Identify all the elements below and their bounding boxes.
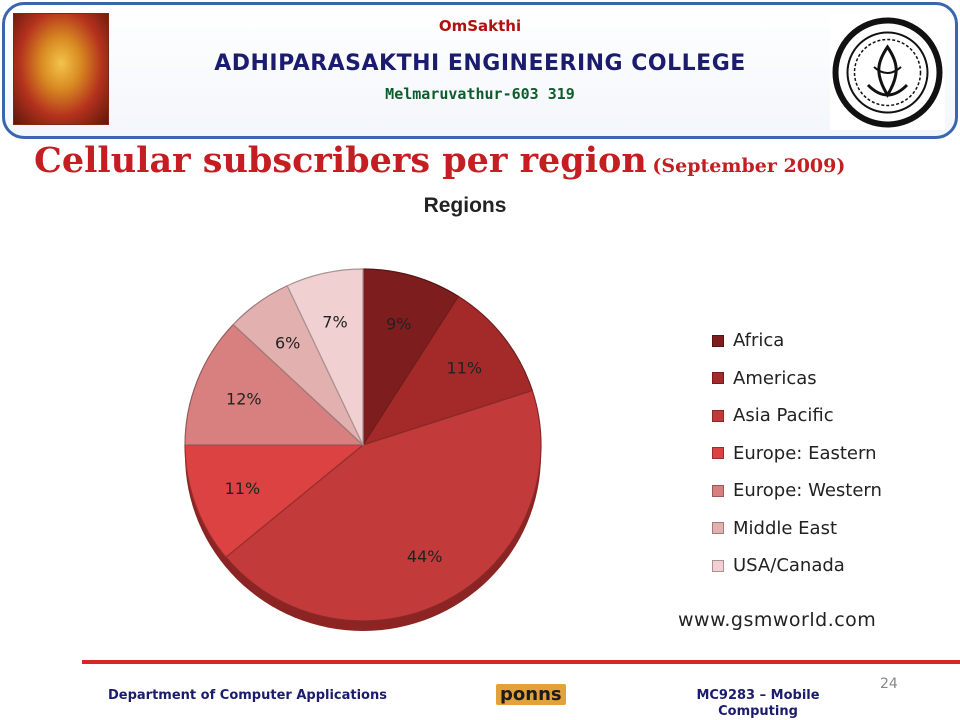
slide-title-date: (September 2009) bbox=[652, 155, 846, 177]
om-sakthi-text: OmSakthi bbox=[438, 17, 522, 35]
legend-label: USA/Canada bbox=[733, 555, 845, 577]
pie-slice-asia-pacific bbox=[224, 389, 542, 622]
page-number: 24 bbox=[880, 676, 898, 692]
college-seal-icon bbox=[830, 15, 945, 130]
legend-item-africa: Africa bbox=[712, 322, 932, 360]
college-location: Melmaruvathur-603 319 bbox=[385, 85, 575, 103]
slide-title-main: Cellular subscribers per region bbox=[34, 140, 647, 181]
legend-label: Europe: Eastern bbox=[733, 442, 877, 464]
legend-swatch bbox=[712, 484, 724, 497]
legend-label: Asia Pacific bbox=[733, 405, 834, 427]
legend-label: Middle East bbox=[733, 517, 838, 539]
legend-item-europe-western: Europe: Western bbox=[712, 472, 932, 510]
pie-slice-europe-western bbox=[184, 323, 365, 446]
legend-swatch bbox=[712, 559, 724, 572]
legend-label: Africa bbox=[733, 330, 785, 352]
legend-swatch bbox=[712, 334, 724, 347]
pie-slice-africa bbox=[362, 268, 460, 448]
pie-label-usa-canada: 7% bbox=[322, 312, 347, 331]
pie-label-americas: 11% bbox=[447, 358, 483, 377]
legend-item-middle-east: Middle East bbox=[712, 510, 932, 548]
chart-title: Regions bbox=[423, 194, 507, 217]
footer-department: Department of Computer Applications bbox=[108, 688, 387, 703]
pie-slice-americas bbox=[361, 295, 534, 447]
college-header: OmSakthi ADHIPARASAKTHI ENGINEERING COLL… bbox=[2, 2, 958, 139]
source-url: www.gsmworld.com bbox=[678, 609, 877, 631]
legend-item-americas: Americas bbox=[712, 360, 932, 398]
legend-swatch bbox=[712, 409, 724, 422]
footer-course: MC9283 – Mobile Computing bbox=[696, 688, 820, 719]
footer-brand-logo: ponns bbox=[496, 684, 566, 705]
footer-divider bbox=[82, 660, 960, 664]
legend-label: Europe: Western bbox=[733, 480, 882, 502]
pie-label-middle-east: 6% bbox=[275, 334, 300, 353]
legend-swatch bbox=[712, 447, 724, 460]
pie-label-europe-eastern: 11% bbox=[225, 479, 261, 498]
legend-swatch bbox=[712, 372, 724, 385]
college-name: ADHIPARASAKTHI ENGINEERING COLLEGE bbox=[214, 51, 746, 76]
chart-legend: Africa Americas Asia Pacific Europe: Easter… bbox=[712, 322, 932, 585]
pie-slice-europe-eastern bbox=[184, 444, 365, 559]
pie-label-europe-western: 12% bbox=[226, 389, 262, 408]
legend-label: Americas bbox=[733, 367, 817, 389]
pie-label-asia-pacific: 44% bbox=[407, 547, 443, 566]
pie-slice-usa-canada bbox=[286, 268, 364, 446]
legend-swatch bbox=[712, 522, 724, 535]
legend-item-usa-canada: USA/Canada bbox=[712, 547, 932, 585]
legend-item-europe-eastern: Europe: Eastern bbox=[712, 435, 932, 473]
pie-label-africa: 9% bbox=[386, 314, 411, 333]
legend-item-asia-pacific: Asia Pacific bbox=[712, 397, 932, 435]
deity-portrait-icon bbox=[13, 13, 109, 125]
slide-title: Cellular subscribers per region (Septemb… bbox=[34, 140, 845, 181]
